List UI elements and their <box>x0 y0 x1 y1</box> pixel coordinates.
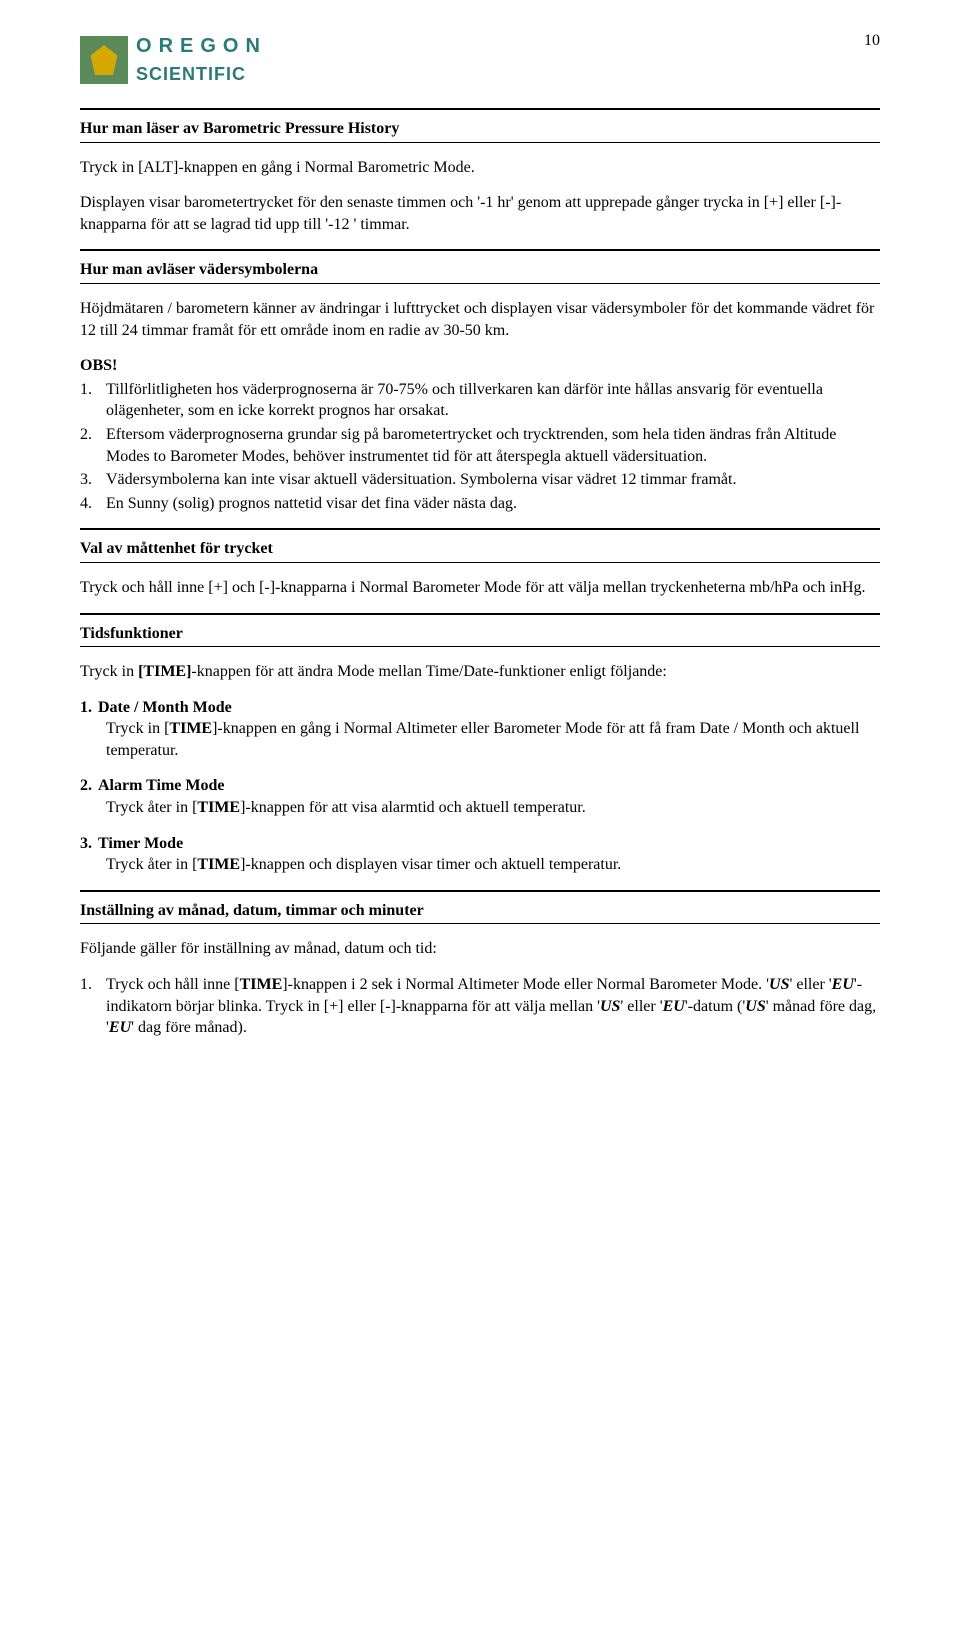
key-label: TIME <box>197 799 240 816</box>
section-title: Inställning av månad, datum, timmar och … <box>80 900 880 922</box>
text: ' eller ' <box>620 998 662 1015</box>
list-text: Tryck och håll inne [TIME]-knappen i 2 s… <box>106 974 880 1039</box>
divider-bottom <box>80 923 880 924</box>
mode-desc: Tryck in [TIME]-knappen en gång i Normal… <box>106 718 880 761</box>
page-number: 10 <box>864 30 880 52</box>
list-item: 4.En Sunny (solig) prognos nattetid visa… <box>80 493 880 515</box>
mode-head: 2. Alarm Time Mode <box>80 775 880 797</box>
mode-desc: Tryck åter in [TIME]-knappen för att vis… <box>106 797 880 819</box>
indicator-label: US <box>745 998 765 1015</box>
mode-head: 3. Timer Mode <box>80 833 880 855</box>
logo-letter: O <box>136 33 153 60</box>
logo-text: O R E G O N SCIENTIFIC <box>136 33 261 86</box>
text: ' eller ' <box>789 976 831 993</box>
logo-letter: G <box>200 33 217 60</box>
text: ' dag före månad). <box>131 1019 247 1036</box>
text: ]-knappen i 2 sek i Normal Altimeter Mod… <box>282 976 769 993</box>
divider-top <box>80 528 880 530</box>
divider-bottom <box>80 142 880 143</box>
text: '-datum (' <box>685 998 745 1015</box>
list-text: Vädersymbolerna kan inte visar aktuell v… <box>106 469 880 491</box>
paragraph: Tryck in [ALT]-knappen en gång i Normal … <box>80 157 880 179</box>
text: -knappen för att ändra Mode mellan Time/… <box>191 663 666 680</box>
section-title: Val av måttenhet för trycket <box>80 538 880 560</box>
list-text: En Sunny (solig) prognos nattetid visar … <box>106 493 880 515</box>
text: ]-knappen en gång i Normal Altimeter ell… <box>106 720 859 759</box>
logo: O R E G O N SCIENTIFIC <box>80 30 345 90</box>
mode-item: 2. Alarm Time Mode Tryck åter in [TIME]-k… <box>80 775 880 818</box>
mode-item: 1. Date / Month Mode Tryck in [TIME]-knap… <box>80 697 880 762</box>
divider-top <box>80 249 880 251</box>
list-num: 4. <box>80 493 106 515</box>
section-title: Tidsfunktioner <box>80 623 880 645</box>
mode-head: 1. Date / Month Mode <box>80 697 880 719</box>
text: ]-knappen för att visa alarmtid och aktu… <box>240 799 586 816</box>
key-label: TIME <box>240 976 283 993</box>
indicator-label: EU <box>663 998 685 1015</box>
list-item: 3.Vädersymbolerna kan inte visar aktuell… <box>80 469 880 491</box>
list-num: 1. <box>80 379 106 422</box>
mode-title: Timer Mode <box>98 835 183 852</box>
logo-line1: O R E G O N <box>136 33 261 60</box>
list-item: 1.Tillförlitligheten hos väderprognosern… <box>80 379 880 422</box>
key-label: TIME <box>197 856 240 873</box>
divider-bottom <box>80 646 880 647</box>
indicator-label: EU <box>109 1019 131 1036</box>
logo-letter: R <box>159 33 174 60</box>
divider-top <box>80 108 880 110</box>
paragraph: Höjdmätaren / barometern känner av ändri… <box>80 298 880 341</box>
text: Tryck in [ <box>106 720 169 737</box>
list-num: 3. <box>80 469 106 491</box>
divider-bottom <box>80 562 880 563</box>
mode-list: 1.Date / Month Mode Tryck in [TIME]-knap… <box>80 697 880 876</box>
mode-desc: Tryck åter in [TIME]-knappen och display… <box>106 854 880 876</box>
mode-num: 3. <box>80 835 92 852</box>
text: Tryck in <box>80 663 138 680</box>
obs-list: 1.Tillförlitligheten hos väderprognosern… <box>80 379 880 515</box>
list-num: 1. <box>80 974 106 1039</box>
logo-letter: N <box>245 33 260 60</box>
indicator-label: US <box>600 998 620 1015</box>
section-title: Hur man läser av Barometric Pressure His… <box>80 118 880 140</box>
logo-letter: O <box>223 33 240 60</box>
text: ]-knappen och displayen visar timer och … <box>240 856 621 873</box>
text: Tryck åter in [ <box>106 856 197 873</box>
mode-item: 3. Timer Mode Tryck åter in [TIME]-knappe… <box>80 833 880 876</box>
mode-title: Alarm Time Mode <box>98 777 225 794</box>
paragraph: Följande gäller för inställning av månad… <box>80 938 880 960</box>
mode-num: 2. <box>80 777 92 794</box>
section-title: Hur man avläser vädersymbolerna <box>80 259 880 281</box>
divider-top <box>80 613 880 615</box>
mode-num: 1. <box>80 699 92 716</box>
mode-title: Date / Month Mode <box>98 699 232 716</box>
paragraph: Displayen visar barometertrycket för den… <box>80 192 880 235</box>
list-text: Tillförlitligheten hos väderprognoserna … <box>106 379 880 422</box>
paragraph: Tryck in [TIME]-knappen för att ändra Mo… <box>80 661 880 683</box>
logo-line2: SCIENTIFIC <box>136 62 261 86</box>
list-item: 2.Eftersom väderprognoserna grundar sig … <box>80 424 880 467</box>
text: Tryck åter in [ <box>106 799 197 816</box>
settings-list: 1. Tryck och håll inne [TIME]-knappen i … <box>80 974 880 1039</box>
logo-letter: E <box>180 33 194 60</box>
list-num: 2. <box>80 424 106 467</box>
paragraph: Tryck och håll inne [+] och [-]-knapparn… <box>80 577 880 599</box>
text: Tryck och håll inne [ <box>106 976 240 993</box>
logo-badge-icon <box>80 36 128 84</box>
list-text: Eftersom väderprognoserna grundar sig på… <box>106 424 880 467</box>
key-label: TIME <box>169 720 212 737</box>
divider-top <box>80 890 880 892</box>
key-label: [TIME] <box>138 663 191 680</box>
obs-label: OBS! <box>80 355 880 377</box>
list-item: 1. Tryck och håll inne [TIME]-knappen i … <box>80 974 880 1039</box>
indicator-label: US <box>769 976 789 993</box>
divider-bottom <box>80 283 880 284</box>
indicator-label: EU <box>832 976 854 993</box>
header-row: O R E G O N SCIENTIFIC 10 <box>80 30 880 90</box>
